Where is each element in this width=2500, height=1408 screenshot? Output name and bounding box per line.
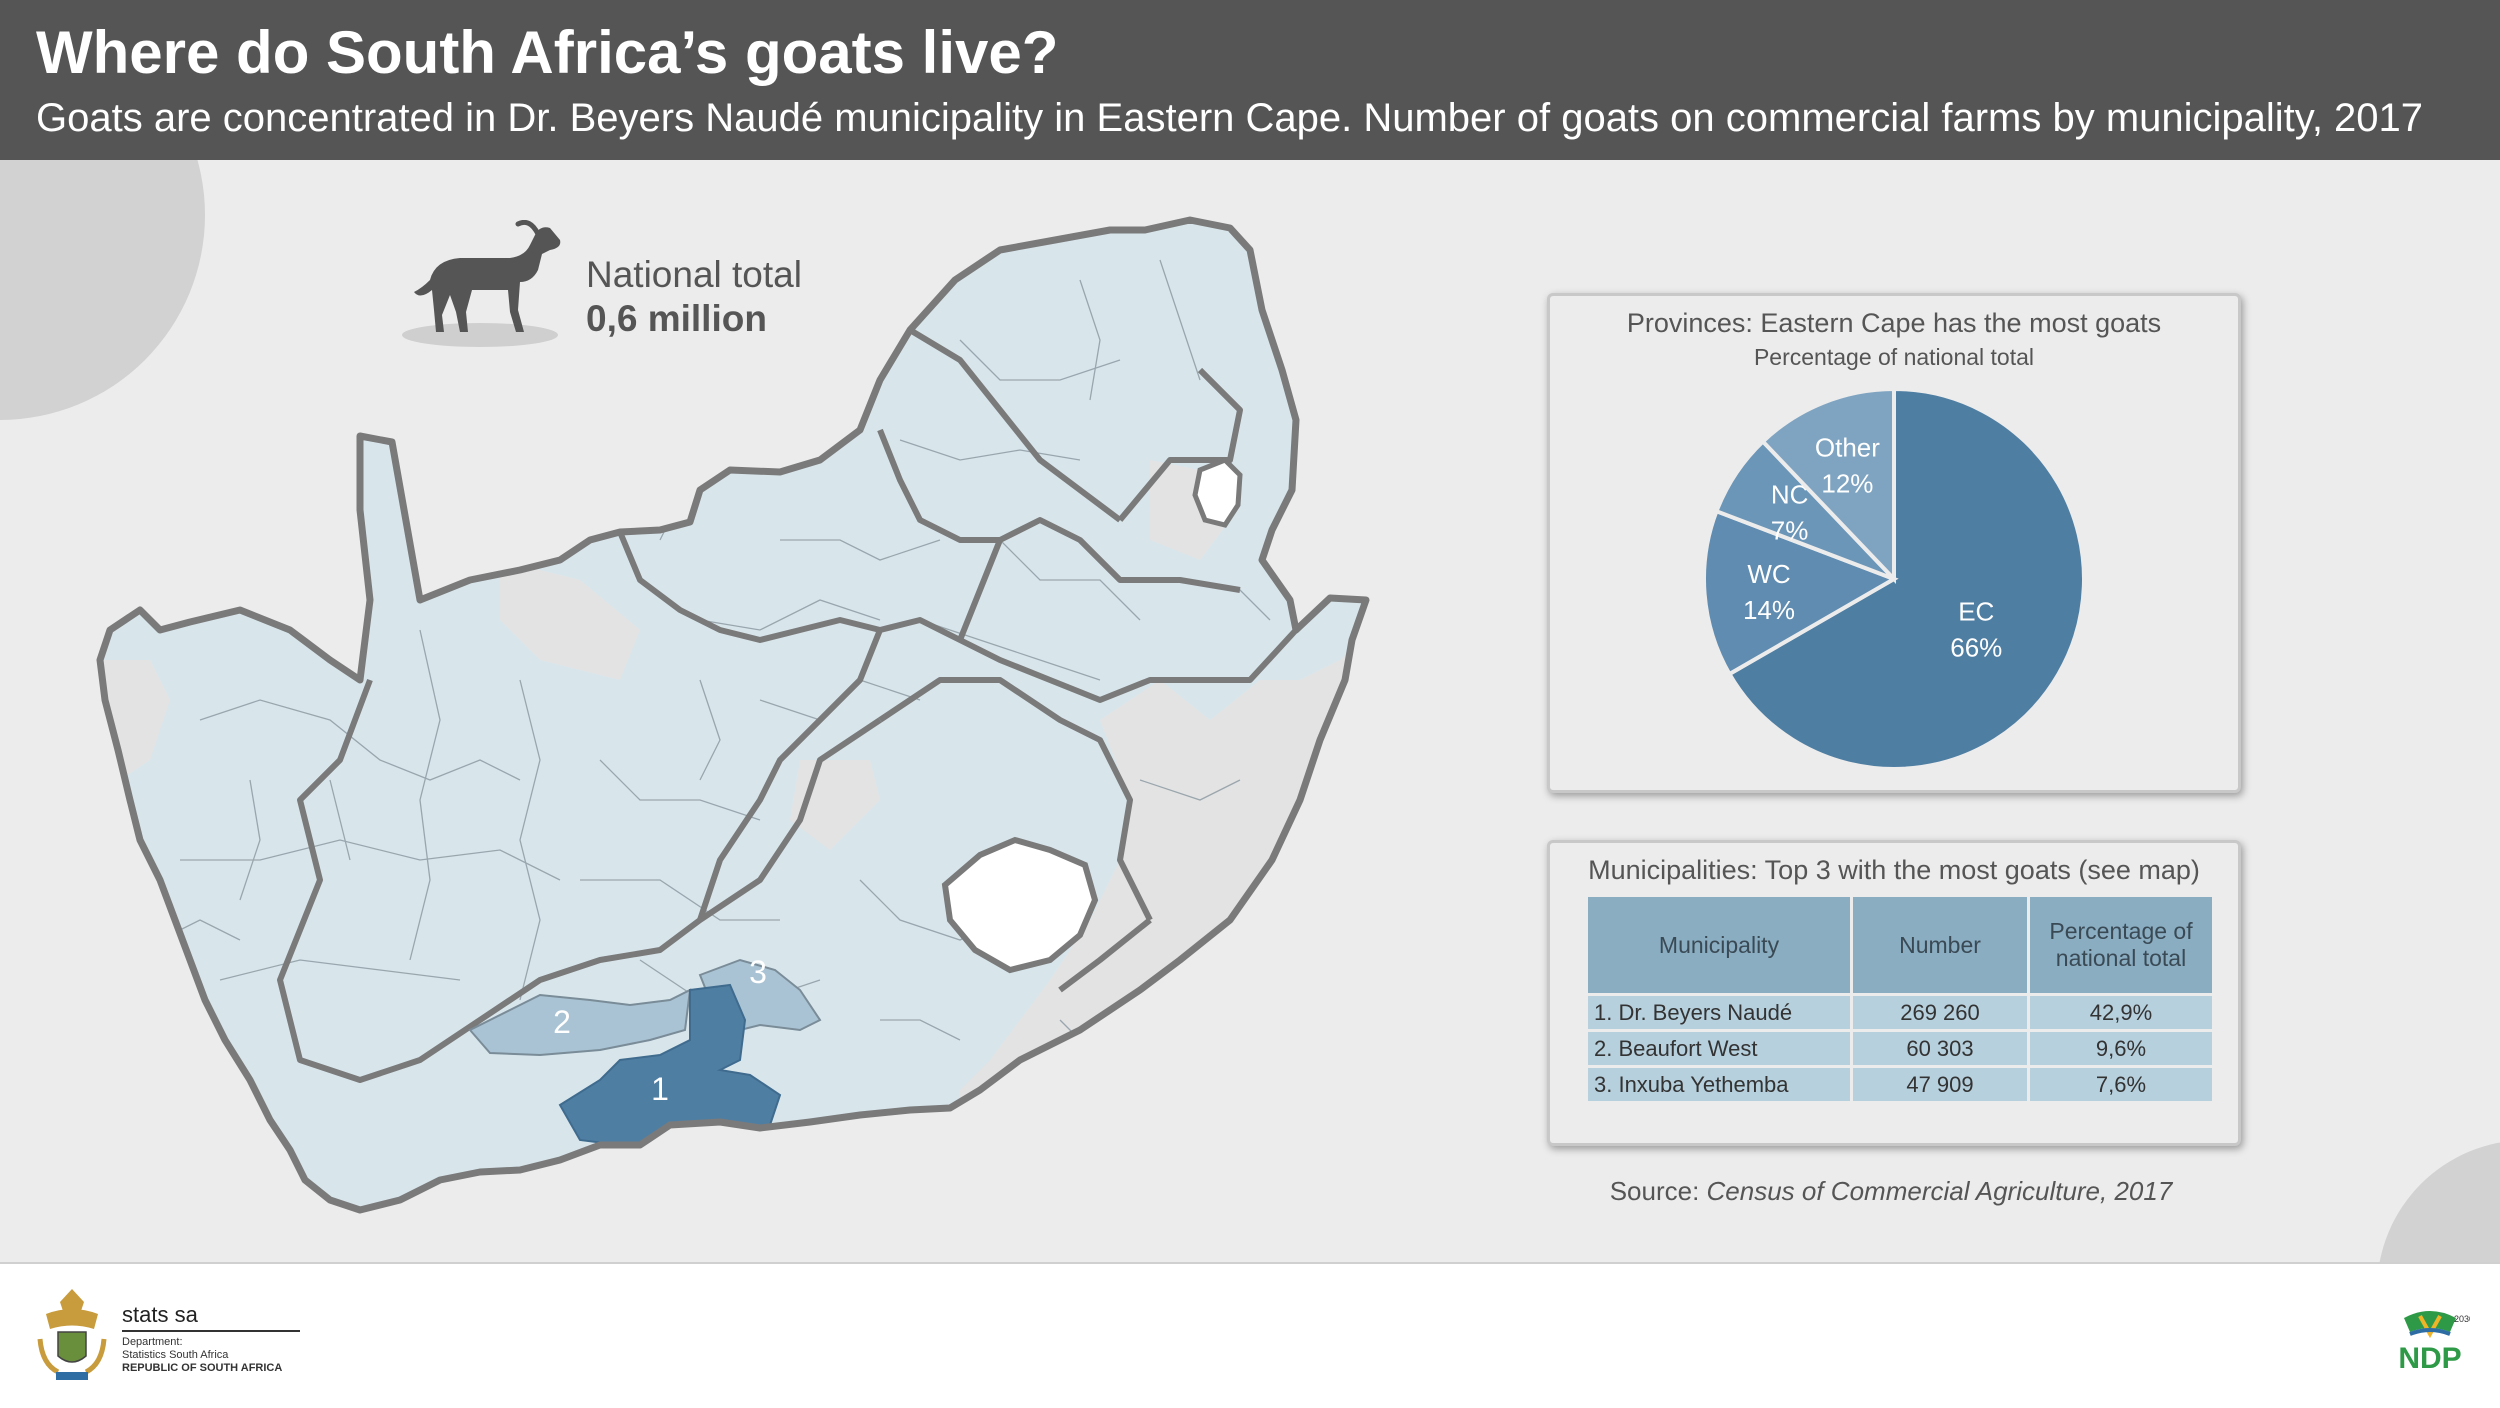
page-subtitle: Goats are concentrated in Dr. Beyers Nau… [36, 96, 2424, 140]
pie-slice-ec [1726, 386, 2086, 771]
source-prefix: Source: [1609, 1176, 1707, 1206]
table-header-municipality: Municipality [1588, 897, 1850, 993]
national-total-label: National total [586, 254, 802, 295]
footer: stats sa Department: Statistics South Af… [0, 1262, 2500, 1408]
map-label-3: 3 [749, 954, 767, 990]
table-cell-number: 269 260 [1853, 996, 2027, 1029]
ndp-logo-icon: 2030 NDP [2398, 1311, 2470, 1375]
map-label-2: 2 [553, 1004, 571, 1040]
table-title: Municipalities: Top 3 with the most goat… [1588, 855, 2200, 885]
pie-title: Provinces: Eastern Cape has the most goa… [1626, 308, 2162, 338]
map-lesotho [941, 836, 1099, 974]
pie-label-other: Other [1815, 433, 1880, 463]
stats-sa-name: stats sa [122, 1302, 198, 1327]
table-cell-municipality: 2. Beaufort West [1588, 1032, 1850, 1065]
top3-table: Municipality Number Percentage of nation… [1585, 894, 2215, 1104]
coat-of-arms-icon [37, 1289, 107, 1380]
ndp-year: 2030 [2454, 1314, 2470, 1324]
map-region-north-grey [500, 560, 640, 680]
table-cell-municipality: 3. Inxuba Yethemba [1588, 1068, 1850, 1101]
pie-slice-other [1760, 386, 1896, 584]
pie-value-nc: 7% [1771, 516, 1809, 546]
table-cell-number: 47 909 [1853, 1068, 2027, 1101]
table-cell-municipality: 1. Dr. Beyers Naudé [1588, 996, 1850, 1029]
table-row: 1. Dr. Beyers Naudé 269 260 42,9% [1588, 996, 2212, 1029]
dept-text: Department: Statistics South Africa [122, 1336, 322, 1362]
pie-slice-wc [1702, 508, 1899, 677]
dept-line-1: Department: [122, 1336, 183, 1348]
national-total-value: 0,6 million [586, 298, 767, 339]
page-title: Where do South Africa’s goats live? [36, 19, 1059, 86]
ndp-text: NDP [2398, 1342, 2461, 1375]
table-cell-percentage: 9,6% [2030, 1032, 2212, 1065]
municipality-map: 1 2 3 [0, 160, 1450, 1262]
pie-label-ec: EC [1958, 597, 1994, 627]
main-content: 1 2 3 National total 0,6 million Provinc… [0, 160, 2500, 1262]
pie-subtitle: Percentage of national total [1753, 344, 2035, 370]
provinces-pie-panel: Provinces: Eastern Cape has the most goa… [1547, 293, 2241, 793]
table-cell-percentage: 7,6% [2030, 1068, 2212, 1101]
header-bar: Where do South Africa’s goats live? Goat… [0, 0, 2500, 160]
map-region-northeast-grey [1150, 460, 1230, 560]
dept-line-2: Statistics South Africa [122, 1349, 229, 1361]
source-note: Source: Census of Commercial Agriculture… [1547, 1176, 2235, 1207]
source-title: Census of Commercial Agriculture, 2017 [1706, 1176, 2173, 1206]
municipal-boundaries [159, 259, 1271, 1061]
goat-icon [402, 220, 561, 347]
pie-value-ec: 66% [1950, 633, 2002, 663]
stats-sa-divider [122, 1330, 300, 1332]
table-row: 3. Inxuba Yethemba 47 909 7,6% [1588, 1068, 2212, 1101]
table-row: 2. Beaufort West 60 303 9,6% [1588, 1032, 2212, 1065]
country-name: REPUBLIC OF SOUTH AFRICA [122, 1362, 283, 1374]
table-header-percentage: Percentage of national total [2030, 897, 2212, 993]
pie-value-wc: 14% [1743, 595, 1795, 625]
pie-label-wc: WC [1747, 559, 1790, 589]
decorative-corner-circle [2377, 1140, 2500, 1262]
table-cell-percentage: 42,9% [2030, 996, 2212, 1029]
table-cell-number: 60 303 [1853, 1032, 2027, 1065]
map-eswatini [1192, 457, 1243, 528]
province-boundaries [277, 327, 1299, 1083]
pie-value-other: 12% [1821, 469, 1873, 499]
table-header-row: Municipality Number Percentage of nation… [1588, 897, 2212, 993]
municipalities-table-panel: Municipalities: Top 3 with the most goat… [1547, 840, 2241, 1146]
table-header-number: Number [1853, 897, 2027, 993]
map-label-1: 1 [651, 1071, 669, 1107]
